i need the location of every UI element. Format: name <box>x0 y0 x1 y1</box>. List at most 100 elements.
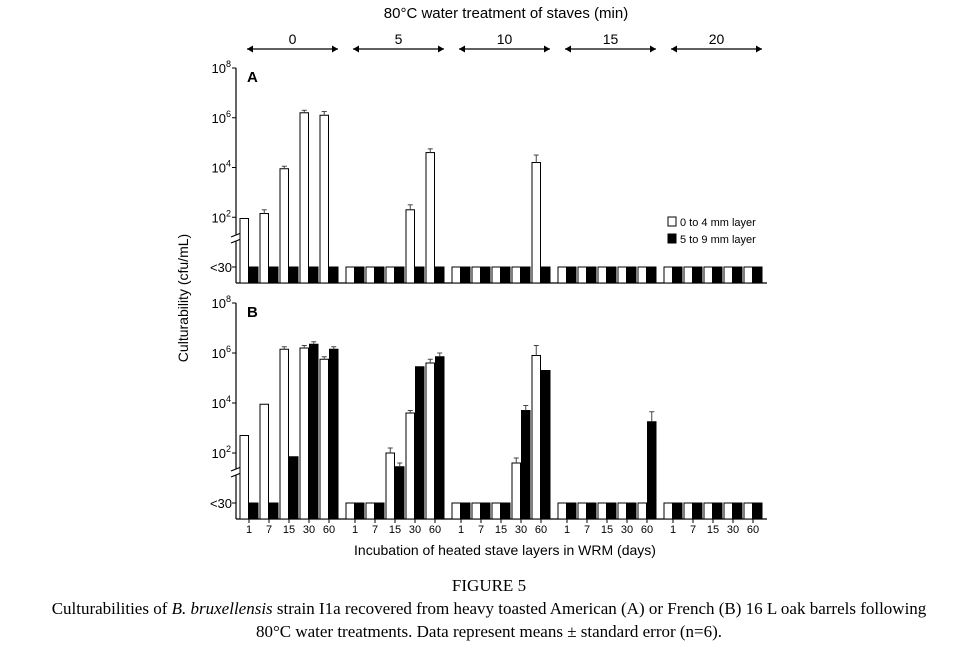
group-label-5: 5 <box>395 31 403 47</box>
bar-B-inner-0-15 <box>289 456 299 520</box>
bar-A-inner-20-1 <box>673 266 683 284</box>
day-label-0-7: 7 <box>266 524 272 536</box>
bar-A-outer-0-15 <box>279 168 289 284</box>
axis-break-mark-B <box>230 466 242 472</box>
panel-b: 108 106 104 102 <30 B <box>210 294 767 520</box>
bar-B-inner-10-15 <box>501 502 511 520</box>
bar-A-inner-5-7 <box>375 266 385 284</box>
bar-A-inner-15-7 <box>587 266 597 284</box>
bar-A-outer-10-30 <box>511 266 521 284</box>
day-label-5-1: 1 <box>352 524 358 536</box>
bar-A-outer-20-7 <box>683 266 693 284</box>
bar-B-inner-0-30 <box>309 343 319 520</box>
bar-A-inner-0-15 <box>289 266 299 284</box>
bar-B-inner-0-1 <box>249 502 259 520</box>
bar-B-inner-20-15 <box>713 502 723 520</box>
treatment-group-arrows: 0 5 10 15 20 <box>247 31 762 53</box>
day-label-15-15: 15 <box>601 524 613 536</box>
bar-B-outer-0-1 <box>239 435 249 520</box>
arrowhead-right-15 <box>650 45 656 53</box>
arrowhead-right-0 <box>332 45 338 53</box>
bar-B-inner-10-1 <box>461 502 471 520</box>
bar-A-inner-0-60 <box>329 266 339 284</box>
bar-B-outer-10-30 <box>511 462 521 520</box>
day-label-20-7: 7 <box>690 524 696 536</box>
day-label-10-15: 15 <box>495 524 507 536</box>
bar-B-outer-10-60 <box>531 355 541 520</box>
bar-A-inner-5-1 <box>355 266 365 284</box>
arrowhead-left-10 <box>459 45 465 53</box>
y-tick-label-A: 102 <box>212 208 231 225</box>
bar-B-outer-5-7 <box>365 502 375 520</box>
bar-B-inner-10-30 <box>521 410 531 520</box>
panel-a: 108 106 104 102 <30 A <box>210 59 767 284</box>
bar-A-outer-0-60 <box>319 114 329 284</box>
panel-letter-B: B <box>247 304 258 321</box>
bar-B-outer-10-7 <box>471 502 481 520</box>
group-label-20: 20 <box>709 31 725 47</box>
bar-A-outer-0-30 <box>299 112 309 284</box>
bar-B-outer-20-15 <box>703 502 713 520</box>
bar-A-inner-5-30 <box>415 266 425 284</box>
y-tick-label-below-detection-A: <30 <box>210 260 232 275</box>
bar-A-inner-10-60 <box>541 266 551 284</box>
arrowhead-left-15 <box>565 45 571 53</box>
day-label-5-15: 15 <box>389 524 401 536</box>
day-label-5-7: 7 <box>372 524 378 536</box>
bar-A-inner-0-7 <box>269 266 279 284</box>
bar-A-outer-15-7 <box>577 266 587 284</box>
y-tick-label-below-detection-B: <30 <box>210 496 232 511</box>
legend-swatch-1 <box>667 216 677 227</box>
bar-B-outer-0-30 <box>299 347 309 520</box>
bar-A-inner-0-1 <box>249 266 259 284</box>
bar-B-outer-5-15 <box>385 452 395 520</box>
bar-B-outer-15-1 <box>557 502 567 520</box>
day-label-0-15: 15 <box>283 524 295 536</box>
bar-A-outer-5-15 <box>385 266 395 284</box>
figure-label: FIGURE 5 <box>451 576 527 595</box>
y-tick-label-B: 104 <box>212 394 231 411</box>
day-label-10-60: 60 <box>535 524 547 536</box>
y-axis-label: Culturability (cfu/mL) <box>175 234 191 362</box>
bar-B-outer-15-30 <box>617 502 627 520</box>
bar-B-inner-0-60 <box>329 348 339 520</box>
bar-A-inner-10-30 <box>521 266 531 284</box>
bar-A-inner-0-30 <box>309 266 319 284</box>
day-label-0-1: 1 <box>246 524 252 536</box>
caption-pre: Culturabilities of <box>51 599 172 618</box>
group-label-0: 0 <box>289 31 297 47</box>
bar-B-inner-5-15 <box>395 466 405 520</box>
caption-line-2: 80°C water treatments. Data represent me… <box>255 622 723 641</box>
bar-A-inner-10-15 <box>501 266 511 284</box>
day-label-20-1: 1 <box>670 524 676 536</box>
bar-A-outer-15-60 <box>637 266 647 284</box>
bar-A-inner-10-7 <box>481 266 491 284</box>
arrowhead-left-5 <box>353 45 359 53</box>
bar-A-outer-15-15 <box>597 266 607 284</box>
bar-B-outer-5-1 <box>345 502 355 520</box>
bar-A-inner-15-1 <box>567 266 577 284</box>
y-tick-label-A: 104 <box>212 159 231 176</box>
bar-B-outer-20-60 <box>743 502 753 520</box>
day-label-0-30: 30 <box>303 524 315 536</box>
bar-A-inner-20-7 <box>693 266 703 284</box>
axis-break-mark-B <box>230 472 242 478</box>
bar-B-inner-20-60 <box>753 502 763 520</box>
bar-A-outer-20-1 <box>663 266 673 284</box>
day-label-5-30: 30 <box>409 524 421 536</box>
bar-B-inner-5-7 <box>375 502 385 520</box>
bar-B-inner-15-30 <box>627 502 637 520</box>
y-tick-label-B: 108 <box>212 294 231 311</box>
day-label-10-7: 7 <box>478 524 484 536</box>
bar-A-inner-10-1 <box>461 266 471 284</box>
legend: 0 to 4 mm layer 5 to 9 mm layer <box>667 216 756 246</box>
bar-B-inner-15-7 <box>587 502 597 520</box>
bar-A-outer-15-1 <box>557 266 567 284</box>
axis-break-mark-A <box>230 238 242 244</box>
day-label-15-30: 30 <box>621 524 633 536</box>
bar-A-inner-20-15 <box>713 266 723 284</box>
bar-A-outer-10-60 <box>531 162 541 284</box>
bar-A-outer-10-7 <box>471 266 481 284</box>
arrowhead-right-5 <box>438 45 444 53</box>
bar-A-outer-10-15 <box>491 266 501 284</box>
